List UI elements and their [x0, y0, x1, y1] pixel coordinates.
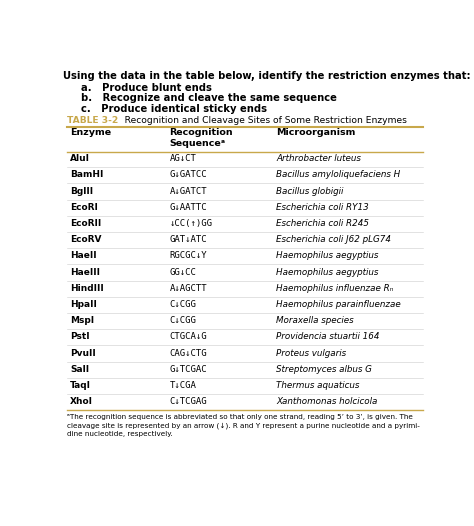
- Text: XhoI: XhoI: [70, 397, 93, 406]
- Text: Proteus vulgaris: Proteus vulgaris: [276, 349, 346, 358]
- Text: TABLE 3-2: TABLE 3-2: [66, 116, 118, 125]
- Text: GG↓CC: GG↓CC: [169, 268, 196, 277]
- Text: Arthrobacter luteus: Arthrobacter luteus: [276, 154, 361, 163]
- Text: Escherichia coli R245: Escherichia coli R245: [276, 219, 369, 228]
- Text: Bacillus amyloliquefaciens H: Bacillus amyloliquefaciens H: [276, 170, 400, 179]
- Text: EcoRI: EcoRI: [70, 203, 98, 212]
- Text: Thermus aquaticus: Thermus aquaticus: [276, 381, 359, 390]
- Text: EcoRV: EcoRV: [70, 235, 102, 244]
- Text: AluI: AluI: [70, 154, 90, 163]
- Text: PstI: PstI: [70, 332, 90, 341]
- Text: MspI: MspI: [70, 316, 94, 325]
- Text: G↓TCGAC: G↓TCGAC: [169, 365, 207, 374]
- Text: Bacillus globigii: Bacillus globigii: [276, 187, 343, 196]
- Text: G↓AATTC: G↓AATTC: [169, 203, 207, 212]
- Text: BamHI: BamHI: [70, 170, 104, 179]
- Text: G↓GATCC: G↓GATCC: [169, 170, 207, 179]
- Text: A↓AGCTT: A↓AGCTT: [169, 284, 207, 293]
- Text: T↓CGA: T↓CGA: [169, 381, 196, 390]
- Text: HpaII: HpaII: [70, 300, 97, 309]
- Text: Moraxella species: Moraxella species: [276, 316, 354, 325]
- Text: EcoRII: EcoRII: [70, 219, 101, 228]
- Text: Xanthomonas holcicola: Xanthomonas holcicola: [276, 397, 377, 406]
- Text: TaqI: TaqI: [70, 381, 91, 390]
- Text: Streptomyces albus G: Streptomyces albus G: [276, 365, 372, 374]
- Text: Using the data in the table below, identify the restriction enzymes that:: Using the data in the table below, ident…: [63, 71, 471, 81]
- Text: BglII: BglII: [70, 187, 93, 196]
- Text: HaeIII: HaeIII: [70, 268, 100, 277]
- Text: Haemophilus influenzae Rₙ: Haemophilus influenzae Rₙ: [276, 284, 393, 293]
- Text: GAT↓ATC: GAT↓ATC: [169, 235, 207, 244]
- Text: Escherichia coli RY13: Escherichia coli RY13: [276, 203, 369, 212]
- Text: Recognition
Sequenceᵃ: Recognition Sequenceᵃ: [169, 128, 233, 148]
- Text: Escherichia coli J62 pLG74: Escherichia coli J62 pLG74: [276, 235, 391, 244]
- Text: ↓CC(↑)GG: ↓CC(↑)GG: [169, 219, 212, 228]
- Text: SalI: SalI: [70, 365, 90, 374]
- Text: C↓CGG: C↓CGG: [169, 316, 196, 325]
- Text: Haemophilus aegyptius: Haemophilus aegyptius: [276, 251, 378, 260]
- Text: HindIII: HindIII: [70, 284, 104, 293]
- Text: PvuII: PvuII: [70, 349, 96, 358]
- Text: ᵃThe recognition sequence is abbreviated so that only one strand, reading 5’ to : ᵃThe recognition sequence is abbreviated…: [66, 414, 419, 437]
- Text: Enzyme: Enzyme: [70, 128, 111, 137]
- Text: Haemophilus parainfluenzae: Haemophilus parainfluenzae: [276, 300, 401, 309]
- Text: A↓GATCT: A↓GATCT: [169, 187, 207, 196]
- Text: Recognition and Cleavage Sites of Some Restriction Enzymes: Recognition and Cleavage Sites of Some R…: [116, 116, 407, 125]
- Text: C↓TCGAG: C↓TCGAG: [169, 397, 207, 406]
- Text: Providencia stuartii 164: Providencia stuartii 164: [276, 332, 380, 341]
- Text: a.   Produce blunt ends: a. Produce blunt ends: [82, 84, 212, 94]
- Text: HaeII: HaeII: [70, 251, 97, 260]
- Text: AG↓CT: AG↓CT: [169, 154, 196, 163]
- Text: CTGCA↓G: CTGCA↓G: [169, 332, 207, 341]
- Text: C↓CGG: C↓CGG: [169, 300, 196, 309]
- Text: b.   Recognize and cleave the same sequence: b. Recognize and cleave the same sequenc…: [82, 94, 337, 104]
- Text: CAG↓CTG: CAG↓CTG: [169, 349, 207, 358]
- Text: Microorganism: Microorganism: [276, 128, 356, 137]
- Text: RGCGC↓Y: RGCGC↓Y: [169, 251, 207, 260]
- Text: Haemophilus aegyptius: Haemophilus aegyptius: [276, 268, 378, 277]
- Text: c.   Produce identical sticky ends: c. Produce identical sticky ends: [82, 104, 267, 114]
